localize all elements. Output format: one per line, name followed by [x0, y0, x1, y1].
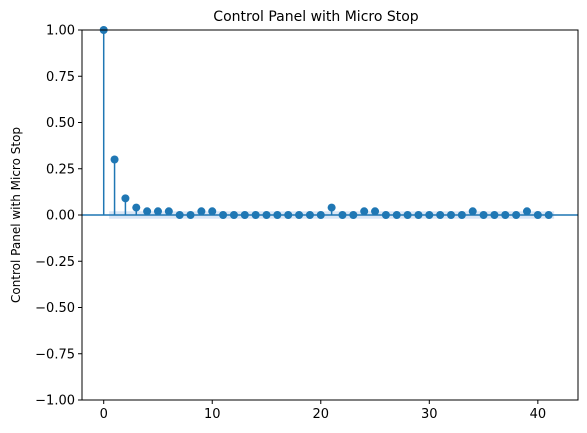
- stem-marker: [197, 207, 206, 216]
- x-tick-label: 20: [313, 407, 330, 422]
- y-tick-label: −0.50: [35, 301, 75, 316]
- stem-marker: [164, 207, 173, 216]
- stem-marker: [403, 211, 412, 219]
- stem-marker: [143, 207, 152, 216]
- y-tick-label: −0.75: [35, 347, 75, 362]
- x-tick-label: 40: [530, 407, 547, 422]
- stem-marker: [327, 203, 336, 212]
- stem-marker: [533, 211, 542, 219]
- stem-marker: [479, 211, 488, 219]
- stem-marker: [468, 207, 477, 216]
- stem-marker: [360, 207, 369, 216]
- stem-marker: [295, 211, 304, 219]
- stem-marker: [219, 211, 228, 219]
- stem-marker: [457, 211, 466, 219]
- stem-marker: [447, 211, 456, 219]
- stem-marker: [240, 211, 249, 219]
- stem-marker: [273, 211, 282, 219]
- y-tick-label: −0.25: [35, 255, 75, 270]
- stem-marker: [208, 207, 217, 216]
- stem-marker: [501, 211, 510, 219]
- y-tick-label: 0.75: [46, 70, 75, 85]
- stem-marker: [436, 211, 445, 219]
- y-axis-label: Control Panel with Micro Stop: [9, 127, 23, 303]
- stem-marker: [544, 211, 553, 219]
- stem-marker: [305, 211, 314, 219]
- stem-marker: [522, 207, 531, 216]
- stem-marker: [490, 211, 499, 219]
- stem-marker: [392, 211, 401, 219]
- plot-area: 1.00 0.75 0.50 0.25 0.00 −0.25 −0.50 −0.75 −1.00…: [35, 24, 579, 422]
- x-tick-label: 30: [421, 407, 438, 422]
- stem-marker: [186, 211, 195, 219]
- stem-marker: [251, 211, 260, 219]
- y-tick-label: −1.00: [35, 394, 75, 409]
- stem-marker: [121, 194, 130, 203]
- chart-title: Control Panel with Micro Stop: [213, 9, 418, 25]
- x-tick-label: 10: [204, 407, 221, 422]
- y-tick-label: 0.25: [46, 162, 75, 177]
- stem-marker: [110, 155, 119, 164]
- stem-marker: [175, 211, 184, 219]
- y-tick-label: 0.00: [46, 209, 75, 224]
- stem-marker: [284, 211, 293, 219]
- stem-marker: [153, 207, 162, 216]
- stem-marker: [349, 211, 358, 219]
- stem-marker: [371, 207, 380, 216]
- stem-marker: [338, 211, 347, 219]
- y-tick-label: 0.50: [46, 116, 75, 131]
- stem-marker: [262, 211, 271, 219]
- x-tick-label: 0: [100, 407, 108, 422]
- y-tick-label: 1.00: [46, 24, 75, 39]
- stem-marker: [381, 211, 390, 219]
- stem-marker: [316, 211, 325, 219]
- stem-marker: [425, 211, 434, 219]
- stem-marker: [132, 203, 141, 212]
- stem-marker: [229, 211, 238, 219]
- stem-marker: [512, 211, 521, 219]
- stem-marker: [414, 211, 423, 219]
